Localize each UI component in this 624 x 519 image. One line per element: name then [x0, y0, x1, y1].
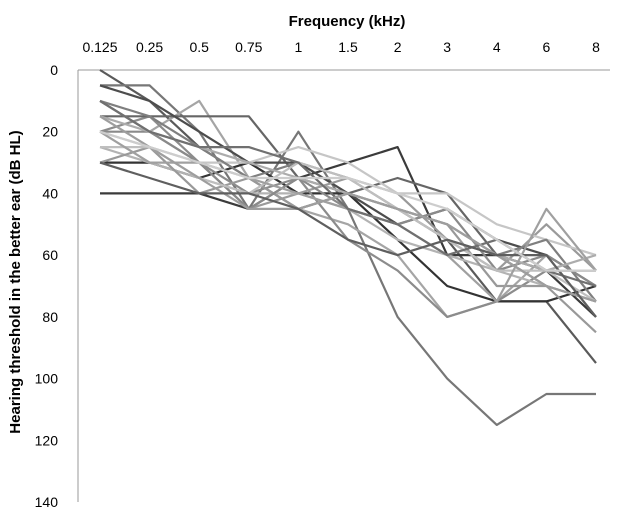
y-tick-label: 20 — [42, 124, 58, 140]
y-tick-label: 140 — [35, 494, 59, 510]
y-tick-label: 80 — [42, 309, 58, 325]
x-tick-label: 0.125 — [82, 39, 117, 55]
y-tick-label: 60 — [42, 247, 58, 263]
x-tick-label: 0.25 — [136, 39, 163, 55]
x-tick-label: 8 — [592, 39, 600, 55]
y-tick-label: 120 — [35, 432, 59, 448]
x-tick-label: 1 — [295, 39, 303, 55]
x-tick-label: 2 — [394, 39, 402, 55]
x-axis-title: Frequency (kHz) — [289, 13, 406, 30]
series-line-17 — [99, 130, 597, 303]
series-line-20 — [99, 161, 597, 318]
x-tick-labels: 0.125 0.25 0.5 0.75 1 1.5 2 3 4 6 8 — [82, 39, 600, 55]
y-tick-label: 40 — [42, 185, 58, 201]
series-line-21 — [99, 130, 596, 272]
x-tick-label: 4 — [493, 39, 501, 55]
y-tick-label: 100 — [35, 371, 59, 387]
axes — [77, 69, 610, 502]
x-tick-label: 6 — [543, 39, 551, 55]
x-tick-label: 1.5 — [338, 39, 358, 55]
series-lines — [99, 69, 597, 426]
y-axis-title: Hearing threshold in the better ear (dB … — [7, 130, 24, 433]
x-tick-label: 3 — [443, 39, 451, 55]
series-line-1 — [99, 69, 597, 364]
y-tick-labels: 0 20 40 60 80 100 120 140 — [35, 62, 59, 510]
x-tick-label: 0.75 — [235, 39, 262, 55]
y-tick-label: 0 — [50, 62, 58, 78]
x-tick-label: 0.5 — [189, 39, 209, 55]
series-line-19 — [99, 115, 597, 303]
